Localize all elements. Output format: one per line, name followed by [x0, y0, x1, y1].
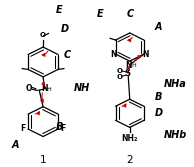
Text: C: C — [64, 50, 71, 60]
Text: O: O — [117, 68, 123, 74]
Text: F: F — [60, 124, 66, 133]
Text: NH: NH — [74, 83, 90, 93]
Text: C: C — [126, 9, 133, 19]
Text: A: A — [155, 22, 162, 32]
Text: N: N — [126, 61, 132, 70]
Text: E: E — [56, 5, 63, 15]
Text: NHa: NHa — [164, 78, 186, 89]
Text: D: D — [155, 108, 163, 118]
Text: D: D — [61, 24, 69, 34]
Text: H: H — [46, 87, 51, 92]
Text: 1: 1 — [40, 155, 46, 165]
Text: N: N — [143, 50, 149, 59]
Text: N: N — [110, 50, 117, 59]
Text: N: N — [42, 84, 48, 93]
Text: O: O — [25, 84, 32, 93]
Text: 2: 2 — [126, 155, 133, 165]
Text: O: O — [117, 73, 123, 79]
Text: H: H — [131, 63, 136, 68]
Text: NHb: NHb — [164, 130, 187, 140]
Text: O: O — [40, 32, 45, 38]
Text: F: F — [21, 124, 26, 133]
Text: NH₂: NH₂ — [121, 133, 137, 142]
Text: E: E — [97, 9, 103, 19]
Text: S: S — [125, 69, 131, 78]
Text: B: B — [155, 92, 162, 102]
Text: B: B — [56, 122, 63, 132]
Text: A: A — [11, 140, 19, 150]
